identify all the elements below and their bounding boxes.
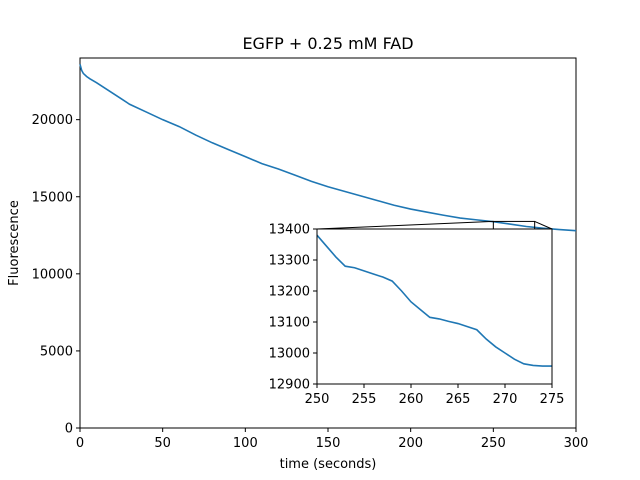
inset-x-tick-label: 255 xyxy=(352,392,377,407)
inset-y-tick-label: 13000 xyxy=(269,347,310,362)
zoom-connector-left xyxy=(316,220,494,230)
main-x-tick-label: 0 xyxy=(76,436,84,451)
inset-plot-frame xyxy=(316,228,553,385)
inset-series-line xyxy=(316,234,552,367)
main-x-tick-label: 150 xyxy=(316,436,341,451)
main-y-tick-label: 10000 xyxy=(32,267,73,282)
main-y-tick-label: 20000 xyxy=(32,113,73,128)
inset-chart: 12900 13000 13100 13200 13300 13400 250 255 260… xyxy=(269,223,565,408)
main-y-tick-label: 5000 xyxy=(40,344,73,359)
inset-y-tick-label: 13400 xyxy=(269,223,310,238)
chart-title: EGFP + 0.25 mM FAD xyxy=(242,34,413,53)
inset-y-tick-label: 13100 xyxy=(269,316,310,331)
x-axis-label: time (seconds) xyxy=(280,457,377,472)
inset-x-tick-label: 260 xyxy=(399,392,424,407)
main-y-tick-label: 15000 xyxy=(32,190,73,205)
main-x-tick-label: 50 xyxy=(154,436,171,451)
main-series-line xyxy=(79,63,577,232)
inset-x-ticks: 250 255 260 265 270 275 xyxy=(305,384,565,407)
inset-x-tick-label: 250 xyxy=(305,392,330,407)
zoom-connector-right xyxy=(534,220,553,230)
inset-y-tick-label: 12900 xyxy=(269,378,310,393)
main-y-ticks: 0 5000 10000 15000 20000 xyxy=(32,113,80,437)
inset-y-tick-label: 13300 xyxy=(269,254,310,269)
main-x-tick-label: 100 xyxy=(233,436,258,451)
main-x-tick-label: 250 xyxy=(481,436,506,451)
main-x-tick-label: 300 xyxy=(564,436,589,451)
inset-x-tick-label: 270 xyxy=(493,392,518,407)
main-x-ticks: 0 50 100 150 200 250 300 xyxy=(76,428,589,451)
main-y-tick-label: 0 xyxy=(65,422,73,437)
inset-x-tick-label: 265 xyxy=(446,392,471,407)
inset-y-ticks: 12900 13000 13100 13200 13300 13400 xyxy=(269,223,317,393)
inset-y-tick-label: 13200 xyxy=(269,285,310,300)
main-x-tick-label: 200 xyxy=(398,436,423,451)
inset-x-tick-label: 275 xyxy=(540,392,565,407)
y-axis-label: Fluorescence xyxy=(7,200,22,286)
